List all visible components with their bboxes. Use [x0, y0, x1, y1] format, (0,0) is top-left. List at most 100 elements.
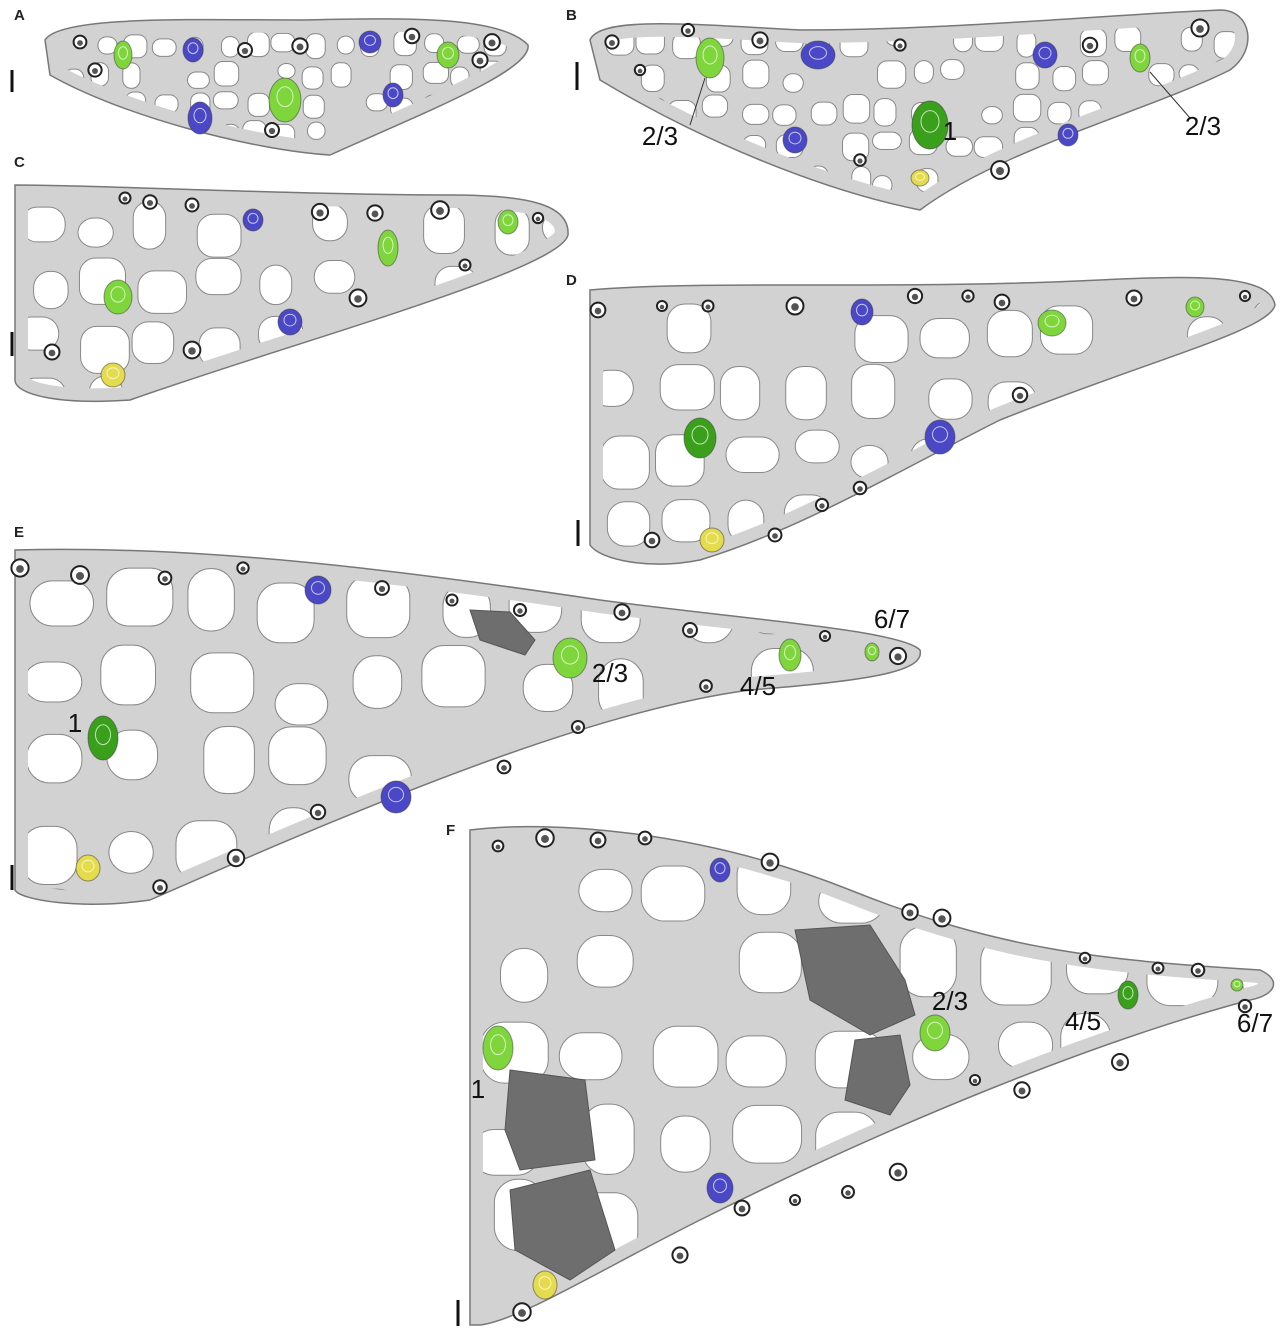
air-space — [720, 366, 759, 419]
figure: AB2/312/3CDE12/34/56/7F12/34/56/7 — [0, 0, 1288, 1339]
air-space — [255, 392, 293, 431]
air-space — [1050, 447, 1101, 491]
air-space — [601, 436, 649, 489]
vein-label: 1 — [68, 708, 82, 738]
air-space — [1013, 94, 1040, 121]
air-space — [27, 734, 82, 782]
small-cell-core — [772, 533, 778, 539]
small-cell-core — [541, 835, 549, 843]
air-space — [500, 747, 564, 799]
air-space — [1082, 61, 1108, 85]
air-space — [422, 646, 485, 707]
panel-letter: B — [566, 7, 577, 24]
small-cell-core — [894, 1169, 901, 1176]
vein-cell — [76, 855, 100, 881]
vein-cell — [1118, 981, 1138, 1009]
air-space — [307, 122, 325, 139]
vein-cell — [104, 280, 132, 314]
panel: F12/34/56/7 — [446, 822, 1288, 1338]
air-space — [1192, 372, 1227, 425]
air-space — [874, 99, 896, 126]
vein-label: 1 — [943, 116, 957, 146]
vein-cell — [1130, 44, 1150, 72]
air-space — [1167, 565, 1217, 615]
air-space — [920, 318, 969, 357]
vein-cell — [851, 299, 873, 325]
small-cell-core — [517, 608, 522, 613]
air-space — [1224, 166, 1243, 189]
air-space — [1150, 101, 1174, 122]
air-space — [1151, 1024, 1217, 1090]
air-space — [1146, 129, 1171, 153]
air-space — [177, 906, 238, 962]
small-cell-core — [685, 28, 690, 33]
vein-label: 6/7 — [874, 604, 910, 634]
small-cell-core — [677, 1253, 684, 1260]
air-space — [787, 559, 838, 611]
air-space — [1187, 195, 1210, 222]
small-cell-core — [1017, 393, 1024, 400]
vein-cell — [1058, 124, 1078, 146]
small-cell-core — [147, 200, 153, 206]
small-cell-core — [315, 810, 321, 816]
air-space — [188, 569, 234, 631]
air-space — [1117, 567, 1159, 619]
air-space — [213, 92, 238, 109]
air-space — [521, 60, 539, 82]
air-space — [353, 656, 402, 709]
air-space — [487, 90, 509, 113]
vein-cell — [114, 41, 132, 69]
vein-cell — [684, 418, 716, 458]
small-cell-core — [157, 885, 163, 891]
air-space — [984, 849, 1038, 920]
air-space — [30, 581, 94, 626]
air-space — [1213, 196, 1238, 221]
small-cell-core — [973, 1079, 978, 1084]
air-space — [1221, 133, 1241, 154]
vein-label: 2/3 — [1185, 111, 1221, 141]
air-space — [302, 67, 323, 89]
air-space — [1080, 127, 1105, 151]
air-space — [109, 832, 153, 874]
air-space — [24, 662, 82, 702]
air-space — [741, 204, 761, 224]
air-space — [819, 1268, 869, 1338]
air-space — [739, 932, 801, 992]
air-space — [191, 653, 254, 713]
air-space — [1243, 1114, 1288, 1162]
air-space — [1178, 440, 1230, 475]
air-space — [426, 375, 469, 421]
air-space — [702, 95, 727, 117]
air-space — [337, 36, 354, 54]
air-space — [101, 645, 156, 705]
vein-cell — [378, 230, 398, 266]
air-space — [22, 826, 78, 884]
air-space — [750, 730, 814, 794]
small-cell-core — [1195, 968, 1201, 974]
panel: D — [566, 272, 1288, 619]
vein-cell — [101, 363, 125, 387]
small-cell-core — [823, 635, 828, 640]
small-cell-core — [793, 1199, 798, 1204]
air-space — [1071, 1206, 1139, 1257]
small-cell-core — [496, 845, 501, 850]
small-cell-core — [297, 44, 304, 51]
air-space — [248, 93, 270, 116]
air-space — [1052, 198, 1071, 226]
air-space — [261, 903, 312, 952]
air-space — [990, 1273, 1052, 1319]
air-space — [305, 377, 354, 424]
air-space — [1113, 196, 1139, 214]
air-space — [638, 168, 662, 191]
air-space — [726, 1036, 786, 1087]
small-cell-core — [575, 725, 580, 730]
vein-cell — [710, 858, 730, 882]
small-cell-core — [938, 915, 946, 923]
air-space — [722, 1201, 778, 1257]
air-space — [544, 398, 590, 428]
air-space — [670, 200, 696, 227]
air-space — [1147, 174, 1167, 193]
air-space — [914, 61, 933, 84]
small-cell-core — [642, 836, 648, 842]
panel: C — [12, 154, 590, 431]
